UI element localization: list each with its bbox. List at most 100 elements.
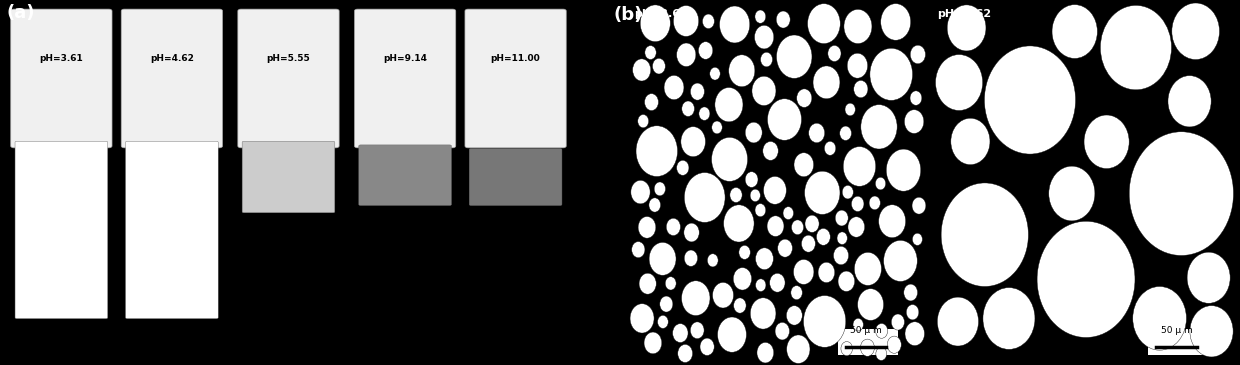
Circle shape bbox=[875, 323, 888, 338]
Text: 50 μ m: 50 μ m bbox=[849, 326, 882, 335]
Circle shape bbox=[836, 210, 848, 226]
Circle shape bbox=[858, 289, 884, 320]
Circle shape bbox=[734, 298, 746, 313]
Circle shape bbox=[678, 345, 693, 362]
Circle shape bbox=[636, 126, 677, 177]
Circle shape bbox=[791, 220, 804, 235]
Circle shape bbox=[644, 332, 662, 354]
Circle shape bbox=[838, 271, 854, 291]
Circle shape bbox=[768, 216, 784, 237]
Circle shape bbox=[657, 315, 668, 328]
Circle shape bbox=[763, 142, 779, 160]
Circle shape bbox=[842, 185, 853, 199]
Circle shape bbox=[645, 94, 658, 111]
Circle shape bbox=[1130, 132, 1234, 255]
Circle shape bbox=[786, 335, 810, 364]
Circle shape bbox=[682, 101, 694, 116]
Circle shape bbox=[673, 5, 698, 36]
Circle shape bbox=[750, 298, 776, 329]
Circle shape bbox=[1190, 306, 1233, 357]
Circle shape bbox=[805, 171, 839, 214]
Circle shape bbox=[1133, 287, 1187, 350]
Circle shape bbox=[910, 45, 925, 64]
Circle shape bbox=[701, 338, 714, 356]
Circle shape bbox=[828, 45, 841, 62]
Circle shape bbox=[1172, 3, 1219, 59]
Circle shape bbox=[794, 260, 813, 284]
FancyBboxPatch shape bbox=[469, 149, 562, 205]
Circle shape bbox=[682, 281, 711, 316]
Circle shape bbox=[884, 241, 918, 281]
Circle shape bbox=[947, 5, 986, 51]
Circle shape bbox=[888, 336, 901, 353]
Circle shape bbox=[879, 205, 905, 238]
Circle shape bbox=[1084, 115, 1130, 169]
Text: pH=11.00: pH=11.00 bbox=[491, 54, 541, 63]
Circle shape bbox=[904, 284, 918, 301]
Circle shape bbox=[652, 58, 666, 74]
Text: pH=3.61: pH=3.61 bbox=[40, 54, 83, 63]
Circle shape bbox=[631, 242, 645, 258]
FancyBboxPatch shape bbox=[242, 141, 335, 213]
Circle shape bbox=[684, 250, 698, 266]
Circle shape bbox=[833, 246, 848, 265]
FancyBboxPatch shape bbox=[358, 145, 451, 205]
Circle shape bbox=[677, 43, 696, 66]
Circle shape bbox=[713, 283, 734, 308]
Circle shape bbox=[666, 218, 681, 235]
Circle shape bbox=[665, 277, 676, 290]
Circle shape bbox=[777, 239, 792, 257]
Circle shape bbox=[843, 147, 875, 186]
Circle shape bbox=[818, 262, 835, 283]
Circle shape bbox=[677, 160, 689, 175]
Circle shape bbox=[951, 118, 990, 165]
Circle shape bbox=[770, 273, 785, 292]
Circle shape bbox=[691, 83, 704, 100]
Circle shape bbox=[813, 66, 839, 99]
Circle shape bbox=[755, 248, 774, 270]
Circle shape bbox=[1049, 166, 1095, 221]
Circle shape bbox=[837, 232, 847, 245]
Circle shape bbox=[755, 279, 766, 292]
FancyBboxPatch shape bbox=[125, 141, 218, 319]
Circle shape bbox=[751, 76, 776, 105]
Circle shape bbox=[807, 4, 841, 43]
Circle shape bbox=[709, 67, 720, 80]
Circle shape bbox=[730, 188, 743, 203]
Circle shape bbox=[699, 107, 709, 120]
Circle shape bbox=[655, 182, 666, 196]
Circle shape bbox=[880, 4, 910, 40]
Text: pH=3.61: pH=3.61 bbox=[634, 8, 687, 19]
FancyBboxPatch shape bbox=[238, 9, 339, 148]
Circle shape bbox=[764, 176, 786, 204]
Circle shape bbox=[637, 115, 649, 128]
Circle shape bbox=[755, 10, 766, 23]
Circle shape bbox=[672, 324, 688, 342]
Circle shape bbox=[841, 342, 853, 356]
Circle shape bbox=[750, 189, 760, 201]
Circle shape bbox=[1100, 5, 1172, 90]
Text: pH=4.62: pH=4.62 bbox=[937, 8, 992, 19]
Circle shape bbox=[745, 122, 763, 143]
Circle shape bbox=[797, 89, 812, 107]
Circle shape bbox=[794, 153, 813, 177]
Circle shape bbox=[808, 123, 825, 143]
Circle shape bbox=[985, 46, 1075, 154]
Circle shape bbox=[786, 306, 802, 325]
Circle shape bbox=[844, 103, 856, 116]
FancyBboxPatch shape bbox=[355, 9, 456, 148]
Circle shape bbox=[645, 46, 656, 59]
Circle shape bbox=[712, 137, 748, 181]
Circle shape bbox=[869, 196, 880, 210]
Circle shape bbox=[760, 52, 773, 67]
Circle shape bbox=[639, 216, 656, 238]
Circle shape bbox=[852, 196, 864, 212]
Circle shape bbox=[698, 42, 713, 59]
Circle shape bbox=[649, 198, 661, 212]
Circle shape bbox=[906, 304, 919, 320]
FancyBboxPatch shape bbox=[11, 9, 112, 148]
Circle shape bbox=[905, 322, 925, 346]
Circle shape bbox=[847, 53, 868, 78]
Circle shape bbox=[861, 105, 898, 149]
Text: (a): (a) bbox=[6, 4, 35, 22]
